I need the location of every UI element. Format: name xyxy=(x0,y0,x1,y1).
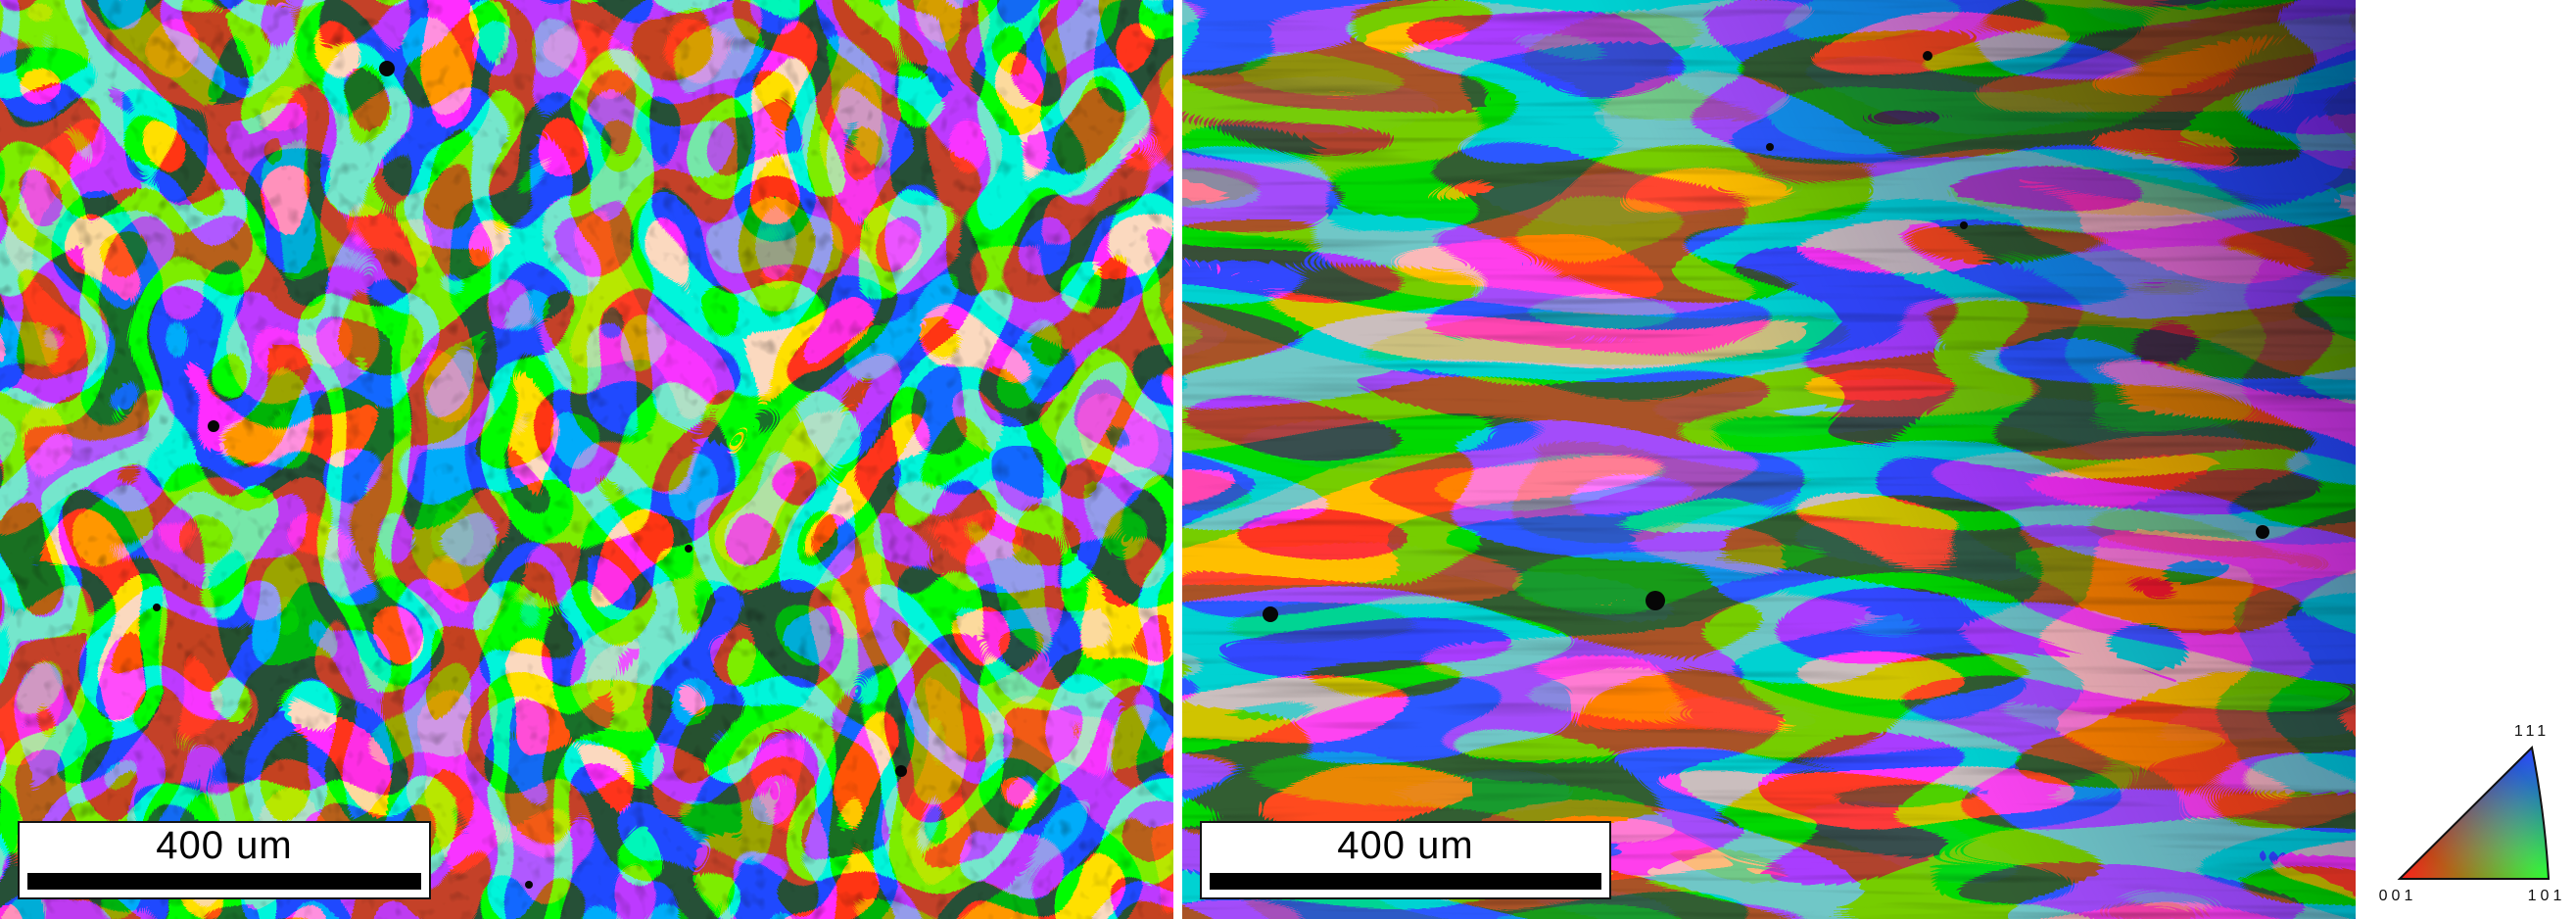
ipf-triangle-outline xyxy=(2397,745,2551,880)
scale-bar-left-bar xyxy=(27,873,421,890)
micrograph-panel-right: 400 um xyxy=(1182,0,2356,919)
ipf-label-111: 111 xyxy=(2514,723,2550,740)
scale-bar-left: 400 um xyxy=(18,821,431,899)
ipf-map-texture-right xyxy=(1182,0,2356,919)
scale-bar-right: 400 um xyxy=(1200,821,1611,899)
ipf-label-001: 001 xyxy=(2379,888,2417,904)
scale-bar-right-bar xyxy=(1210,873,1601,890)
ipf-map-texture-left xyxy=(0,0,1173,919)
scale-bar-right-label: 400 um xyxy=(1337,824,1474,867)
ipf-color-key: 111 001 101 xyxy=(2370,718,2576,919)
micrograph-panel-left: 400 um xyxy=(0,0,1173,919)
ipf-label-101: 101 xyxy=(2528,888,2566,904)
scale-bar-left-label: 400 um xyxy=(156,824,293,867)
ipf-triangle-gradient xyxy=(2400,748,2549,879)
